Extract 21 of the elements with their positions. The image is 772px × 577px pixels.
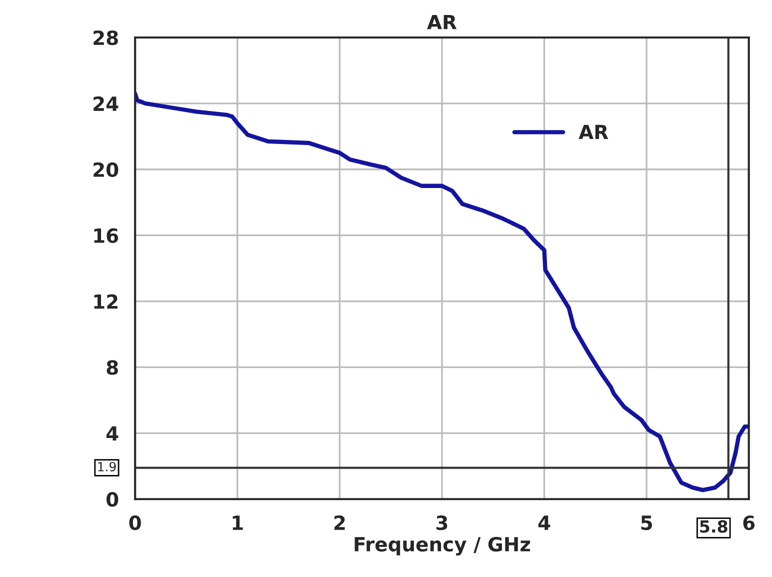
x-tick-label: 3 bbox=[436, 515, 448, 530]
y-tick-label: 16 bbox=[94, 228, 118, 243]
x-tick-label: 1 bbox=[232, 516, 243, 530]
x-tick-label: 2 bbox=[334, 515, 345, 530]
x-axis-title: Frequency / GHz bbox=[354, 536, 530, 556]
y-tick-label: 4 bbox=[106, 426, 118, 441]
chart-title: AR bbox=[427, 14, 457, 30]
y-tick-label: 8 bbox=[106, 360, 118, 375]
x-tick-label: 0 bbox=[129, 515, 141, 530]
line-series bbox=[135, 91, 749, 492]
y-tick-label: 28 bbox=[94, 30, 118, 46]
y-tick-label: 12 bbox=[94, 294, 118, 309]
y-tick-label: 20 bbox=[94, 162, 118, 178]
x-tick-label: 5 bbox=[641, 516, 652, 530]
ref-line-label: 1.9 bbox=[98, 462, 116, 472]
legend-label: AR bbox=[578, 124, 608, 140]
x-tick-label: 6 bbox=[743, 515, 755, 530]
x-tick-label: 4 bbox=[538, 516, 550, 530]
y-tick-label: 24 bbox=[94, 96, 118, 111]
ref-line-label: 5.8 bbox=[700, 520, 728, 533]
y-tick-label: 0 bbox=[106, 492, 118, 507]
